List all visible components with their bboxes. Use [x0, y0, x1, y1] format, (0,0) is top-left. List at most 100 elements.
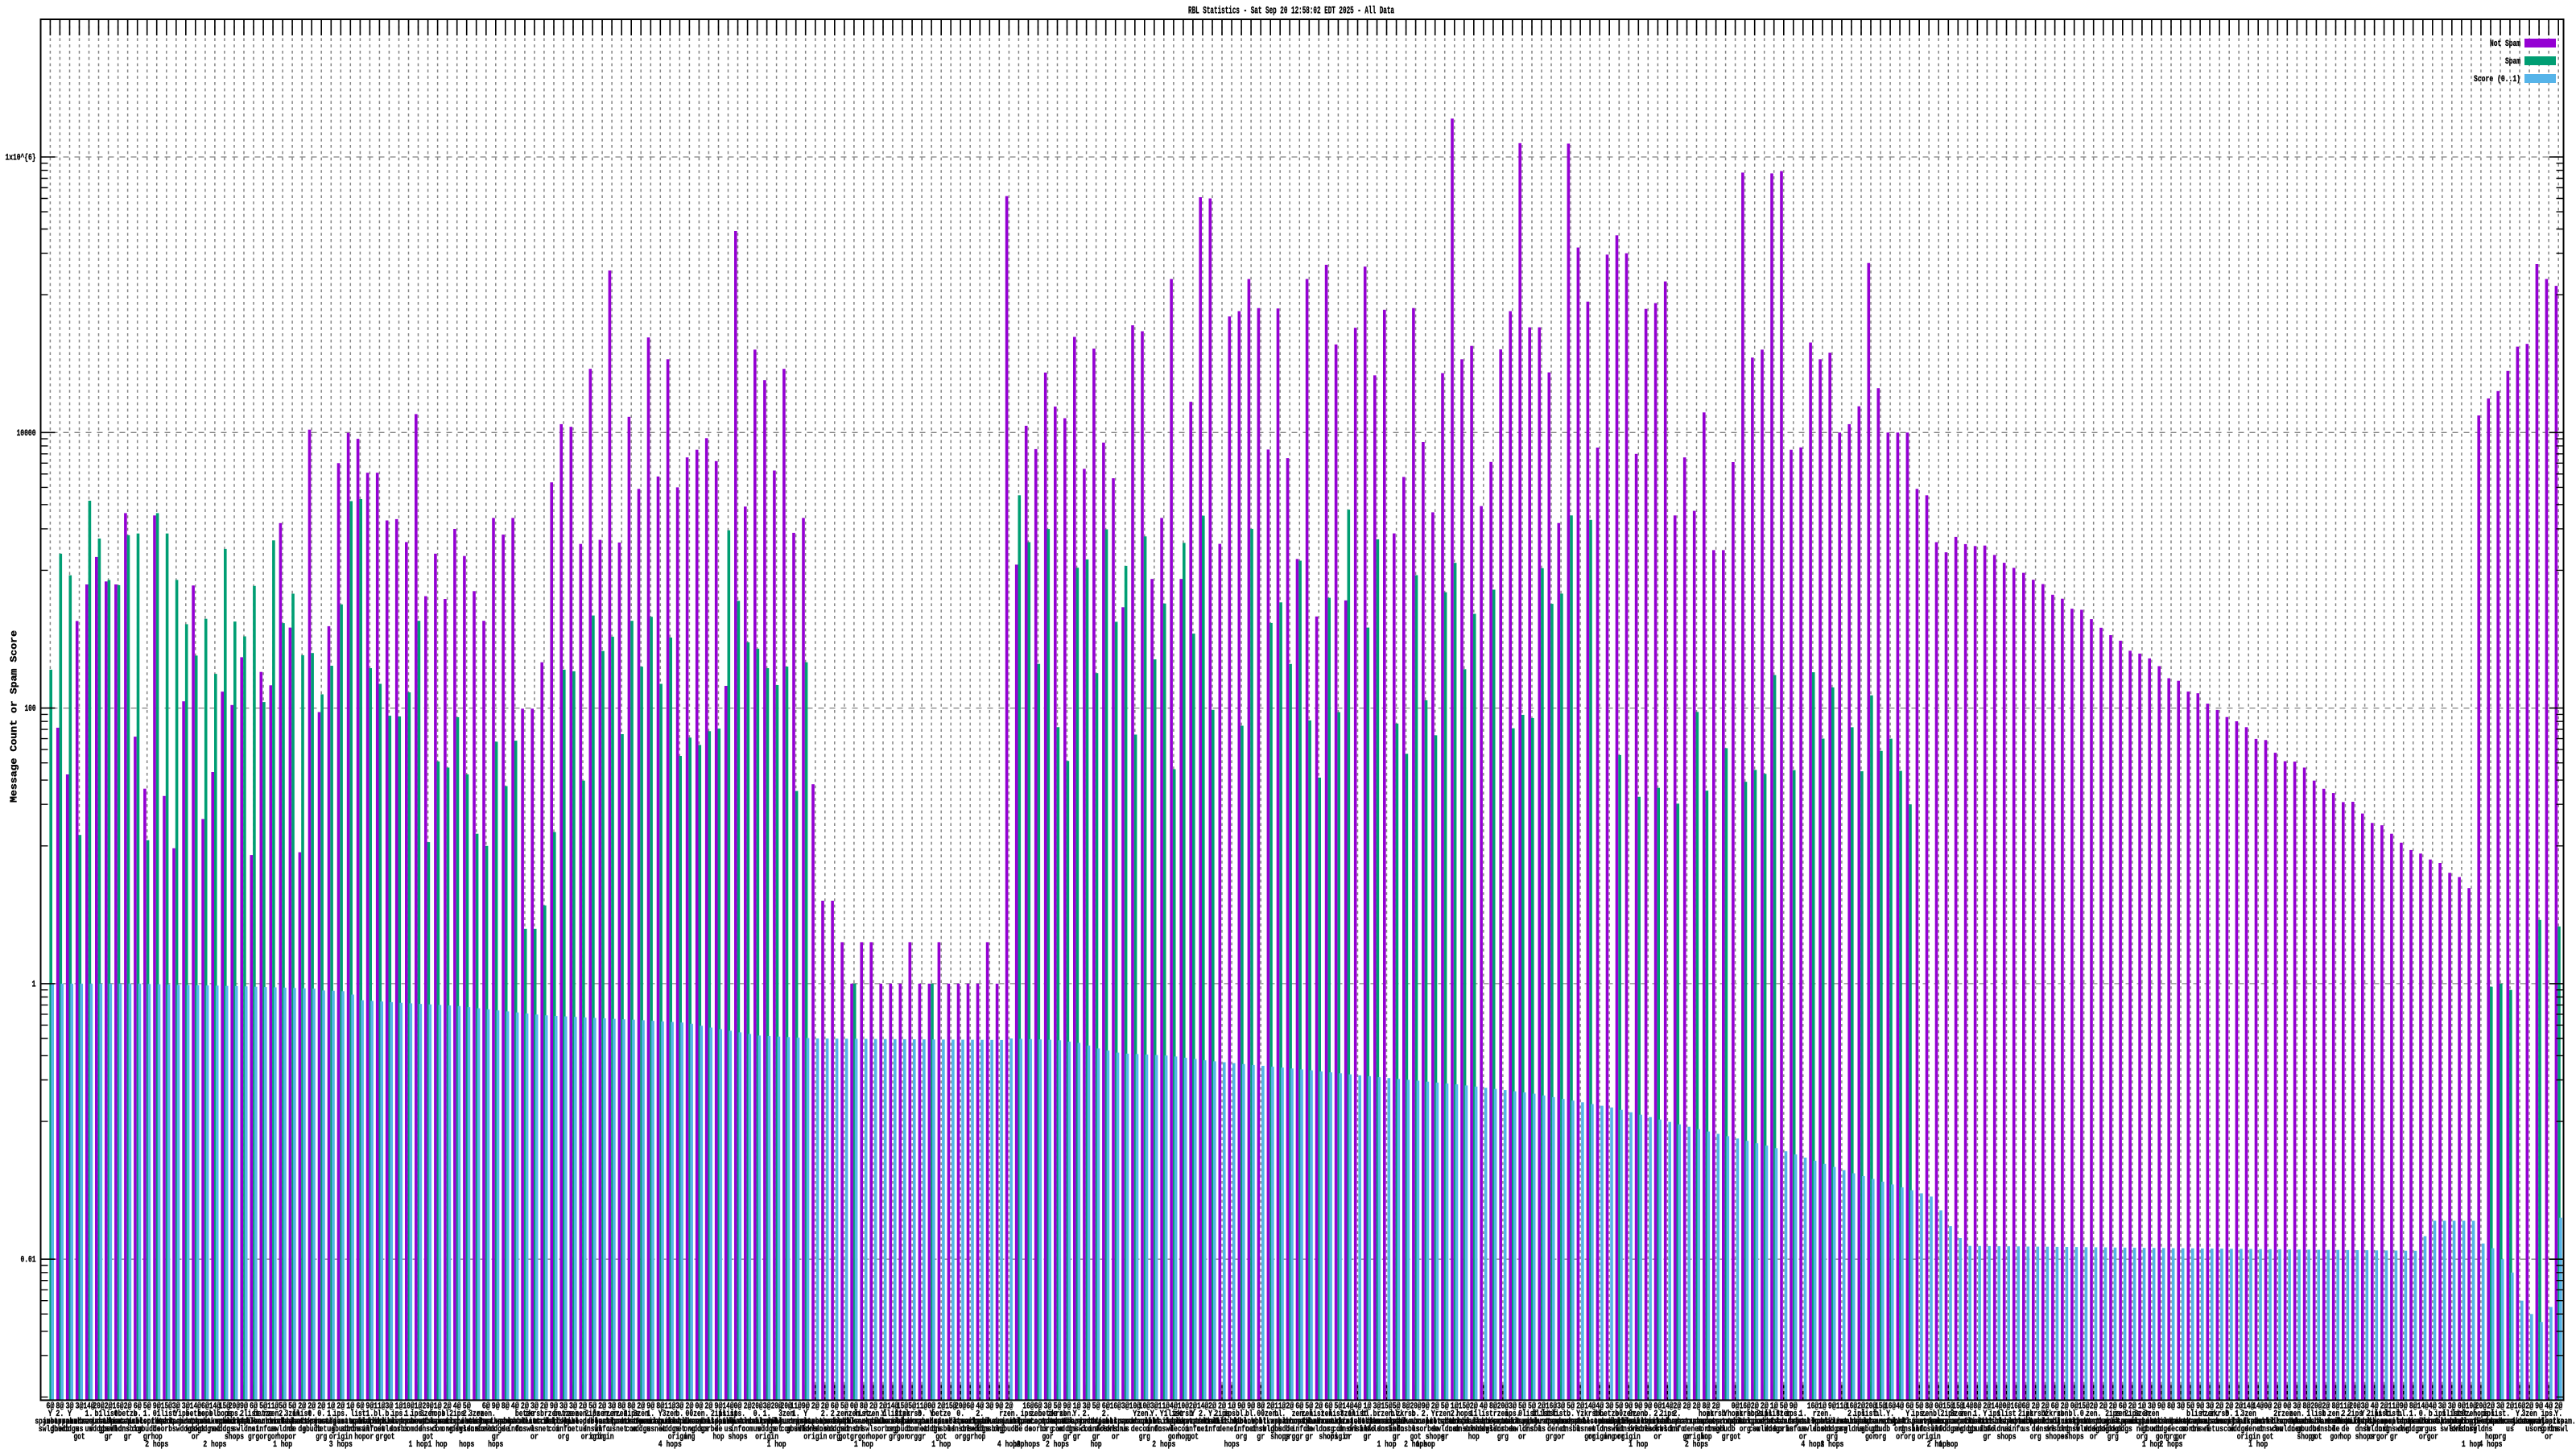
svg-text:Y.: Y.: [2361, 1410, 2369, 1419]
svg-text:barracuda.: barracuda.: [157, 1418, 196, 1427]
svg-text:zen.: zen.: [2328, 1410, 2343, 1419]
svg-text:Y: Y: [1191, 1410, 1195, 1419]
svg-text:15@: 15@: [1459, 1402, 1470, 1412]
svg-text:wddgs: wddgs: [2094, 1425, 2113, 1435]
svg-text:psbl.surriel.: psbl.surriel.: [2030, 1418, 2080, 1427]
svg-text:org: org: [1236, 1433, 1247, 1443]
svg-text:ips.: ips.: [2483, 1410, 2499, 1419]
svg-text:mailspike.: mailspike.: [825, 1418, 864, 1427]
svg-text:info: info: [1185, 1425, 1200, 1435]
svg-text:or: or: [192, 1433, 200, 1443]
svg-text:2 hops: 2 hops: [1046, 1440, 1069, 1449]
svg-text:2ips: 2ips: [2105, 1410, 2120, 1419]
svg-text:8@: 8@: [627, 1402, 635, 1412]
svg-text:uceprotect.: uceprotect.: [1704, 1418, 1747, 1427]
svg-text:2@: 2@: [1857, 1402, 1865, 1412]
svg-text:sorbs: sorbs: [873, 1425, 893, 1435]
svg-text:us: us: [646, 1425, 654, 1435]
svg-text:rzen.: rzen.: [263, 1410, 283, 1419]
svg-text:2@: 2@: [2215, 1402, 2223, 1412]
svg-text:b.: b.: [2429, 1410, 2437, 1419]
svg-text:3@: 3@: [1083, 1402, 1091, 1412]
svg-text:20@: 20@: [1410, 1402, 1422, 1412]
svg-text:ips.: ips.: [411, 1410, 426, 1419]
svg-text:2@: 2@: [1983, 1402, 1991, 1412]
svg-text:wddgs: wddgs: [215, 1425, 234, 1435]
svg-text:2.: 2.: [1102, 1410, 1110, 1419]
svg-text:us: us: [2429, 1425, 2437, 1435]
svg-text:dnsbl.sorbs.: dnsbl.sorbs.: [1451, 1418, 1497, 1427]
svg-text:uceprotect.: uceprotect.: [1414, 1418, 1456, 1427]
svg-text:barracuda.: barracuda.: [1668, 1418, 1707, 1427]
svg-text:1@: 1@: [415, 1402, 423, 1412]
svg-text:spamcop.: spamcop.: [897, 1418, 927, 1427]
svg-text:16@: 16@: [1807, 1402, 1818, 1412]
svg-text:barracuda.: barracuda.: [1309, 1418, 1348, 1427]
svg-text:2.: 2.: [240, 1410, 248, 1419]
svg-text:hop: hop: [868, 1433, 879, 1443]
svg-text:spamhaus.: spamhaus.: [1544, 1418, 1579, 1427]
svg-text:dnswl: dnswl: [2384, 1425, 2404, 1435]
svg-text:spamhaus.: spamhaus.: [2483, 1418, 2518, 1427]
svg-text:shops: shops: [1997, 1433, 2017, 1443]
svg-text:uceprotect.: uceprotect.: [116, 1418, 159, 1427]
svg-text:spamcop.: spamcop.: [1652, 1418, 1682, 1427]
svg-text:1@: 1@: [1770, 1402, 1778, 1412]
svg-text:wpbl.: wpbl.: [1880, 1418, 1900, 1427]
svg-text:shops: shops: [2046, 1433, 2065, 1443]
svg-text:zkrsb: zkrsb: [2210, 1410, 2229, 1419]
svg-text:dronebl.: dronebl.: [2243, 1418, 2273, 1427]
svg-text:dnsbl: dnsbl: [118, 1425, 138, 1435]
svg-text:10@: 10@: [1129, 1402, 1141, 1412]
svg-text:dnswl: dnswl: [1154, 1425, 1174, 1435]
svg-text:spamhaus.: spamhaus.: [866, 1418, 901, 1427]
svg-text:2.: 2.: [2273, 1410, 2281, 1419]
svg-text:justspam.: justspam.: [1534, 1418, 1569, 1427]
svg-text:wddgs: wddgs: [448, 1425, 467, 1435]
svg-text:dnsbl: dnsbl: [1251, 1425, 1270, 1435]
svg-text:barracuda.: barracuda.: [1106, 1418, 1145, 1427]
svg-text:dnsbl.sorbs.: dnsbl.sorbs.: [715, 1418, 762, 1427]
svg-text:10@: 10@: [1178, 1402, 1189, 1412]
svg-text:0.: 0.: [2080, 1410, 2088, 1419]
svg-text:wpbl.: wpbl.: [350, 1418, 369, 1427]
svg-text:9@: 9@: [153, 1402, 161, 1412]
svg-text:sorbs: sorbs: [157, 1425, 176, 1435]
svg-text:abuseat.: abuseat.: [1962, 1418, 1992, 1427]
svg-text:gbudb: gbudb: [138, 1425, 157, 1435]
svg-text:psbl.surriel.: psbl.surriel.: [238, 1418, 288, 1427]
svg-text:4@: 4@: [1480, 1402, 1488, 1412]
svg-text:gr: gr: [124, 1433, 132, 1443]
svg-text:wddgs: wddgs: [1958, 1425, 1977, 1435]
svg-text:or: or: [1653, 1433, 1662, 1443]
svg-text:barracuda.: barracuda.: [1445, 1418, 1484, 1427]
svg-text:0.: 0.: [308, 1410, 316, 1419]
svg-text:gr: gr: [492, 1433, 500, 1443]
svg-text:info: info: [2008, 1425, 2024, 1435]
svg-text:swldns: swldns: [378, 1425, 401, 1435]
svg-text:swldns: swldns: [1588, 1425, 1612, 1435]
svg-text:dnsbl.sorbs.: dnsbl.sorbs.: [2302, 1418, 2349, 1427]
svg-text:1.: 1.: [143, 1410, 151, 1419]
svg-text:list.: list.: [2491, 1410, 2510, 1419]
svg-text:info: info: [1088, 1425, 1104, 1435]
svg-text:spamcop.: spamcop.: [1439, 1418, 1470, 1427]
svg-text:wddgs: wddgs: [1938, 1425, 1958, 1435]
svg-text:wpbl.: wpbl.: [1270, 1418, 1290, 1427]
svg-text:9@: 9@: [2400, 1402, 2408, 1412]
svg-text:2.: 2.: [1847, 1410, 1856, 1419]
svg-text:swldns: swldns: [1511, 1425, 1534, 1435]
svg-text:dnswl: dnswl: [1638, 1425, 1657, 1435]
svg-text:justspam.: justspam.: [1098, 1418, 1133, 1427]
svg-text:de: de: [415, 1425, 423, 1435]
svg-text:3@: 3@: [530, 1402, 539, 1412]
svg-text:hops: hops: [459, 1440, 474, 1449]
svg-text:betze: betze: [118, 1410, 138, 1419]
svg-text:spamhaus.: spamhaus.: [2405, 1418, 2440, 1427]
svg-text:ips.: ips.: [1021, 1410, 1036, 1419]
svg-text:net: net: [2252, 1425, 2264, 1435]
svg-text:mailspike.: mailspike.: [1609, 1418, 1648, 1427]
svg-text:wddgs: wddgs: [660, 1425, 679, 1435]
svg-text:wddgs: wddgs: [1058, 1425, 1077, 1435]
svg-text:15@: 15@: [161, 1402, 172, 1412]
